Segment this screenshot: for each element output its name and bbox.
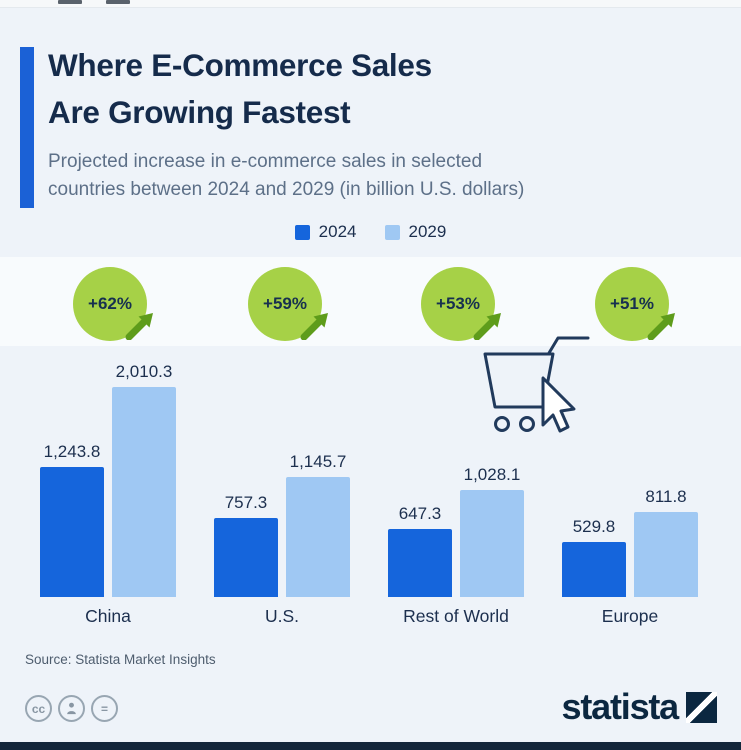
bar-column-2024: 529.8 <box>562 517 626 597</box>
growth-value-europe: +51% <box>610 294 654 313</box>
title-line-1: Where E-Commerce Sales <box>48 47 432 83</box>
cc-license-icon[interactable]: cc <box>25 695 52 722</box>
title-line-2: Are Growing Fastest <box>48 94 351 130</box>
bar-2029 <box>460 489 524 597</box>
subtitle-line-1: Projected increase in e-commerce sales i… <box>48 151 483 172</box>
source-note: Source: Statista Market Insights <box>25 652 216 667</box>
statista-logo[interactable]: statista <box>562 686 717 728</box>
growth-badge-us: +59% <box>248 267 328 341</box>
growth-badge-europe: +51% <box>595 267 675 341</box>
bar-column-2024: 1,243.8 <box>40 442 104 597</box>
statista-glyph-icon <box>686 691 717 723</box>
legend-swatch-2029 <box>384 224 400 240</box>
cc-label: cc <box>31 701 46 716</box>
bar-value-label: 811.8 <box>645 487 687 507</box>
legend-item-2024: 2024 <box>294 222 357 242</box>
cc-no-derivatives-icon[interactable]: = <box>91 695 118 722</box>
bar-value-label: 2,010.3 <box>115 362 173 381</box>
legend-item-2029: 2029 <box>384 222 447 242</box>
page-subtitle: Projected increase in e-commerce sales i… <box>48 148 524 204</box>
bar-group-u-s-: 757.3 1,145.7 U.S. <box>214 361 350 631</box>
bar-value-label: 757.3 <box>224 492 268 512</box>
growth-badge-china: +62% <box>73 267 153 341</box>
growth-arrow-icon <box>473 313 501 340</box>
bottom-accent-bar <box>0 742 741 750</box>
bar-2029 <box>286 477 350 597</box>
bar-2024 <box>214 517 278 597</box>
bar-chart: 1,243.8 2,010.3 China 757.3 1,145.7 U.S. 647.3… <box>24 361 717 631</box>
category-label: U.S. <box>264 606 300 626</box>
bar-value-label: 1,243.8 <box>43 442 101 462</box>
top-crop-mark <box>106 0 130 4</box>
top-crop-mark <box>58 0 82 4</box>
bar-2024 <box>388 529 452 597</box>
statista-wordmark: statista <box>561 686 680 727</box>
chart-legend: 2024 2029 <box>0 222 741 242</box>
bar-column-2029: 1,145.7 <box>286 452 350 597</box>
legend-label-2029: 2029 <box>408 222 447 241</box>
bar-column-2029: 2,010.3 <box>112 362 176 597</box>
person-icon <box>67 702 76 715</box>
category-label: Rest of World <box>403 606 509 626</box>
bar-pair: 647.3 1,028.1 <box>388 361 524 597</box>
title-accent-bar <box>20 47 34 208</box>
growth-arrow-icon <box>125 313 153 340</box>
legend-label-2024: 2024 <box>318 222 357 241</box>
bar-group-rest-of-world: 647.3 1,028.1 Rest of World <box>388 361 524 631</box>
creative-commons-icons[interactable]: cc = <box>25 695 118 722</box>
shopping-cart-icon <box>483 336 590 433</box>
category-label: China <box>85 606 131 626</box>
legend-swatch-2024 <box>294 224 310 240</box>
bar-group-china: 1,243.8 2,010.3 China <box>40 361 176 631</box>
bar-pair: 757.3 1,145.7 <box>214 361 350 597</box>
bar-column-2029: 811.8 <box>634 487 698 597</box>
top-browser-remnant <box>0 0 741 8</box>
bar-2024 <box>40 467 104 597</box>
bar-column-2024: 757.3 <box>214 493 278 597</box>
bar-value-label: 647.3 <box>398 504 442 524</box>
growth-arrow-icon <box>300 313 328 340</box>
growth-value-china: +62% <box>88 294 132 313</box>
growth-badge-rest-of-world: +53% <box>421 267 501 341</box>
growth-arrow-icon <box>647 313 675 340</box>
subtitle-line-2: countries between 2024 and 2029 (in bill… <box>48 179 525 200</box>
bar-pair: 1,243.8 2,010.3 <box>40 361 176 597</box>
bar-2029 <box>112 387 176 597</box>
cc-attribution-icon[interactable] <box>58 695 85 722</box>
bar-value-label: 529.8 <box>572 516 616 536</box>
category-label: Europe <box>601 606 659 626</box>
growth-value-us: +59% <box>263 294 307 313</box>
page-title: Where E-Commerce Sales Are Growing Faste… <box>48 42 432 136</box>
bar-pair: 529.8 811.8 <box>562 361 698 597</box>
bar-2029 <box>634 512 698 597</box>
growth-value-rest-of-world: +53% <box>436 294 480 313</box>
bar-column-2029: 1,028.1 <box>460 465 524 597</box>
bar-value-label: 1,028.1 <box>463 464 521 484</box>
bar-column-2024: 647.3 <box>388 504 452 597</box>
bar-value-label: 1,145.7 <box>289 452 347 472</box>
bar-group-europe: 529.8 811.8 Europe <box>562 361 698 631</box>
equals-label: = <box>100 701 108 716</box>
bar-2024 <box>562 541 626 597</box>
cursor-icon <box>541 376 576 433</box>
